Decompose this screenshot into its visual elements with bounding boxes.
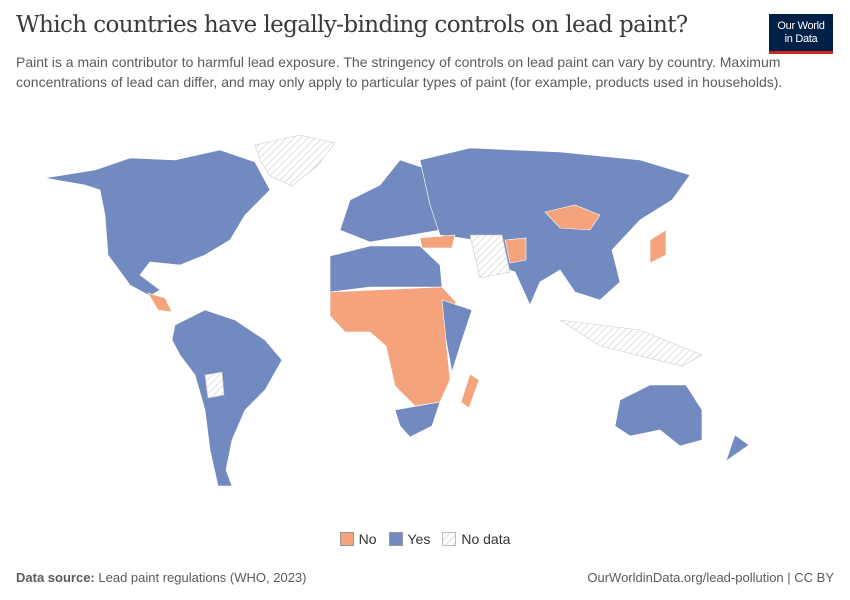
legend-label: No data <box>461 531 511 547</box>
logo-line2: in Data <box>784 32 818 45</box>
region-australia[interactable] <box>614 384 703 447</box>
legend-label: No <box>358 531 377 547</box>
legend: No Yes No data <box>0 531 850 547</box>
region-asia[interactable] <box>419 147 691 306</box>
region-greenland[interactable] <box>254 134 336 187</box>
region-south-america[interactable] <box>171 309 283 487</box>
region-afghanistan[interactable] <box>504 237 527 264</box>
url-license[interactable]: OurWorldinData.org/lead-pollution | CC B… <box>587 570 834 585</box>
region-north-america[interactable] <box>44 149 271 297</box>
swatch-yes <box>388 532 403 546</box>
source-label: Data source: <box>16 570 95 585</box>
region-maritime-asia[interactable] <box>559 319 703 367</box>
region-middle-east[interactable] <box>469 234 511 279</box>
region-central-africa[interactable] <box>329 286 457 407</box>
region-bolivia[interactable] <box>204 371 225 399</box>
legend-item-no[interactable]: No <box>339 531 377 547</box>
legend-item-yes[interactable]: Yes <box>388 531 431 547</box>
region-japan[interactable] <box>649 229 667 264</box>
region-southern-africa[interactable] <box>394 401 441 438</box>
swatch-no-data <box>442 532 457 546</box>
source-link[interactable]: Lead paint regulations (WHO, 2023) <box>98 570 307 585</box>
region-madagascar[interactable] <box>460 373 480 409</box>
logo-line1: Our World <box>777 19 825 32</box>
data-source: Data source: Lead paint regulations (WHO… <box>16 570 307 585</box>
page-title: Which countries have legally-binding con… <box>16 12 688 38</box>
region-mongolia[interactable] <box>544 204 601 231</box>
region-turkey[interactable] <box>419 234 456 249</box>
region-new-zealand[interactable] <box>725 434 750 462</box>
region-central-america[interactable] <box>147 292 173 313</box>
subtitle: Paint is a main contributor to harmful l… <box>16 54 783 90</box>
legend-item-no-data[interactable]: No data <box>442 531 510 547</box>
region-north-africa[interactable] <box>329 245 443 293</box>
legend-label: Yes <box>407 531 431 547</box>
world-map[interactable] <box>0 120 850 510</box>
swatch-no <box>339 532 354 546</box>
region-east-africa[interactable] <box>441 299 473 373</box>
owid-logo[interactable]: Our World in Data <box>769 14 833 54</box>
